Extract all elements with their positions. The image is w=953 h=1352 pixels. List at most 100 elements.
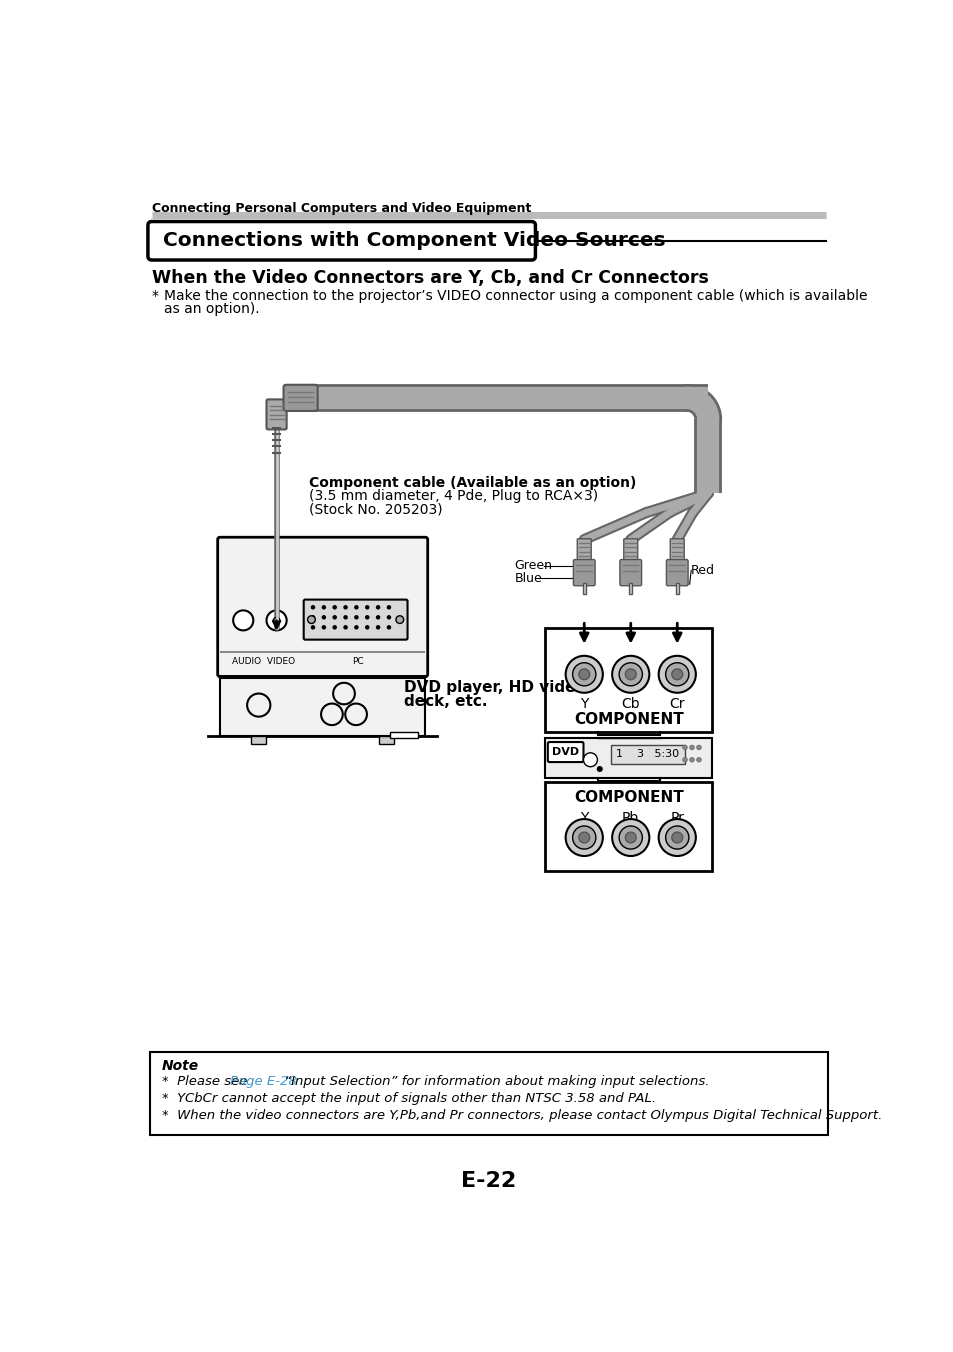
Bar (220, 679, 425, 735)
Circle shape (376, 606, 379, 608)
Bar (545, 781, 711, 871)
Text: Component cable (Available as an option): Component cable (Available as an option) (309, 476, 636, 491)
Circle shape (311, 626, 314, 629)
Circle shape (578, 669, 589, 680)
Circle shape (365, 606, 369, 608)
Text: Y: Y (579, 698, 588, 711)
Text: Pr: Pr (670, 811, 683, 825)
Circle shape (612, 819, 649, 856)
Circle shape (311, 606, 314, 608)
Text: Red: Red (691, 564, 715, 577)
Text: Blue: Blue (514, 572, 541, 584)
Text: *: * (152, 289, 158, 303)
Circle shape (307, 615, 315, 623)
Circle shape (376, 626, 379, 629)
Circle shape (344, 606, 347, 608)
Circle shape (274, 618, 279, 623)
Circle shape (689, 757, 694, 763)
FancyBboxPatch shape (670, 538, 683, 564)
Circle shape (682, 757, 686, 763)
Circle shape (333, 606, 335, 608)
Circle shape (376, 615, 379, 619)
Text: Connecting Personal Computers and Video Equipment: Connecting Personal Computers and Video … (152, 203, 531, 215)
FancyBboxPatch shape (547, 742, 583, 763)
Circle shape (355, 615, 357, 619)
Circle shape (696, 757, 700, 763)
Circle shape (624, 831, 636, 842)
Text: Connections with Component Video Sources: Connections with Component Video Sources (163, 231, 665, 250)
Circle shape (387, 606, 390, 608)
Circle shape (355, 626, 357, 629)
Circle shape (333, 626, 335, 629)
Bar (545, 629, 711, 731)
Circle shape (689, 745, 694, 750)
Text: Cb: Cb (620, 698, 639, 711)
FancyBboxPatch shape (573, 560, 595, 585)
Circle shape (565, 819, 602, 856)
Circle shape (572, 662, 596, 685)
Circle shape (233, 610, 253, 630)
Circle shape (665, 826, 688, 849)
Circle shape (344, 626, 347, 629)
Text: PC: PC (352, 657, 363, 667)
Circle shape (597, 767, 601, 771)
Bar (675, 583, 679, 595)
Text: COMPONENT: COMPONENT (574, 713, 683, 727)
Circle shape (572, 826, 596, 849)
Circle shape (322, 615, 325, 619)
Circle shape (682, 745, 686, 750)
Text: as an option).: as an option). (164, 301, 259, 315)
FancyBboxPatch shape (619, 560, 641, 585)
Circle shape (583, 753, 597, 767)
Text: Cr: Cr (669, 698, 684, 711)
Text: Page E-28: Page E-28 (230, 1075, 296, 1088)
Text: deck, etc.: deck, etc. (403, 695, 487, 710)
Circle shape (333, 615, 335, 619)
Bar (582, 583, 585, 595)
Circle shape (565, 656, 602, 692)
Circle shape (658, 656, 695, 692)
Bar (220, 652, 425, 653)
Text: E-22: E-22 (461, 1171, 516, 1191)
Text: (3.5 mm diameter, 4 Pde, Plug to RCA×3): (3.5 mm diameter, 4 Pde, Plug to RCA×3) (309, 489, 598, 503)
Bar (545, 738, 711, 779)
Bar (378, 735, 394, 744)
Circle shape (355, 606, 357, 608)
Text: DVD player, HD video: DVD player, HD video (403, 680, 585, 695)
Circle shape (387, 615, 390, 619)
Text: *  When the video connectors are Y,Pb,and Pr connectors, please contact Olympus : * When the video connectors are Y,Pb,and… (162, 1109, 882, 1122)
Circle shape (322, 626, 325, 629)
Bar (390, 731, 417, 738)
Circle shape (671, 669, 682, 680)
FancyBboxPatch shape (303, 599, 407, 639)
Circle shape (395, 615, 403, 623)
FancyBboxPatch shape (623, 538, 637, 564)
Text: Green: Green (514, 560, 552, 572)
FancyBboxPatch shape (266, 399, 286, 430)
Text: 1    3   5:30: 1 3 5:30 (616, 749, 679, 760)
Bar (629, 583, 632, 595)
Text: AUDIO  VIDEO: AUDIO VIDEO (232, 657, 294, 667)
FancyBboxPatch shape (283, 385, 317, 411)
Circle shape (665, 662, 688, 685)
Circle shape (365, 626, 369, 629)
Bar (251, 735, 266, 744)
Text: Y: Y (579, 811, 588, 825)
Circle shape (671, 831, 682, 842)
Circle shape (365, 615, 369, 619)
Text: Note: Note (162, 1059, 199, 1073)
Circle shape (322, 606, 325, 608)
FancyBboxPatch shape (577, 538, 591, 564)
Circle shape (658, 819, 695, 856)
FancyBboxPatch shape (148, 222, 535, 260)
Circle shape (578, 831, 589, 842)
Text: When the Video Connectors are Y, Cb, and Cr Connectors: When the Video Connectors are Y, Cb, and… (152, 269, 708, 287)
FancyBboxPatch shape (217, 537, 427, 676)
Bar (611, 745, 684, 764)
Text: COMPONENT: COMPONENT (574, 790, 683, 804)
Text: *  YCbCr cannot accept the input of signals other than NTSC 3.58 and PAL.: * YCbCr cannot accept the input of signa… (162, 1091, 656, 1105)
Circle shape (696, 745, 700, 750)
Circle shape (344, 615, 347, 619)
Bar (150, 1052, 827, 1134)
FancyBboxPatch shape (666, 560, 687, 585)
